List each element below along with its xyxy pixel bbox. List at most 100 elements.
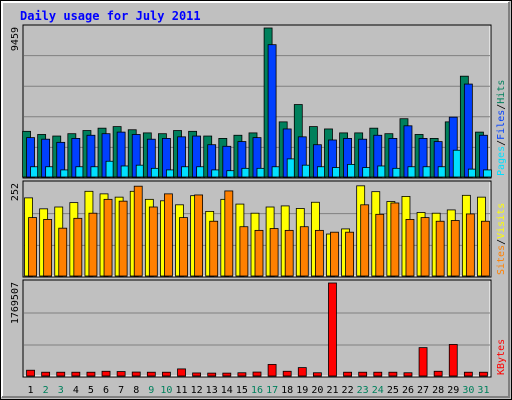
bar-kbytes-day-30 — [463, 371, 473, 377]
bar-kbytes-day-14 — [222, 372, 232, 377]
x-tick-label: 29 — [447, 385, 459, 396]
x-tick-label: 13 — [206, 385, 218, 396]
bar-kbytes-day-6 — [101, 370, 111, 377]
bar-sites-day-13 — [209, 220, 219, 277]
x-tick-label: 14 — [221, 385, 233, 396]
bar-kbytes-day-27 — [418, 347, 428, 377]
bar-sites-day-11 — [179, 217, 188, 277]
bar-files-day-17 — [267, 44, 277, 178]
bar-sites-day-7 — [118, 200, 128, 277]
bar-kbytes-day-2 — [41, 371, 51, 377]
bar-sites-day-24 — [375, 213, 385, 277]
bar-sites-day-21 — [330, 231, 339, 277]
bar-kbytes-day-25 — [388, 371, 398, 377]
bar-sites-day-27 — [420, 217, 430, 277]
bar-kbytes-day-16 — [252, 371, 262, 377]
bar-kbytes-day-7 — [116, 371, 126, 377]
bar-sites-day-10 — [164, 193, 173, 277]
x-tick-label: 7 — [118, 385, 124, 396]
bar-kbytes-day-21 — [328, 282, 337, 377]
x-tick-label: 20 — [311, 385, 323, 396]
bar-sites-day-23 — [360, 204, 370, 277]
series-label-visits: Sites/Visits — [496, 203, 507, 275]
bar-kbytes-day-15 — [237, 372, 247, 377]
x-tick-label: 24 — [372, 385, 384, 396]
bar-kbytes-day-19 — [297, 367, 307, 377]
series-label-pages: Pages — [496, 146, 507, 176]
series-label-separator: / — [496, 239, 507, 245]
bar-kbytes-day-1 — [26, 369, 35, 377]
x-tick-label: 3 — [58, 385, 64, 396]
x-axis-tick-labels: 1 2 3 4 5 6 7 8 9 10 11 12 13 14 15 16 17 18 19 20 21 22 23 24 2… — [28, 385, 490, 396]
series-label-hits: Pages/Files/Hits — [496, 80, 507, 176]
y-axis-labels: 9459 252 1769507 — [10, 27, 21, 324]
chart-bars — [22, 27, 492, 377]
series-label-visits: Visits — [496, 203, 507, 239]
bar-kbytes-day-29 — [448, 344, 458, 377]
bar-sites-day-18 — [284, 229, 294, 277]
bar-kbytes-day-20 — [312, 372, 322, 377]
bar-kbytes-day-24 — [373, 371, 383, 377]
x-tick-label: 27 — [417, 385, 429, 396]
bar-kbytes-day-23 — [358, 371, 368, 377]
bar-kbytes-day-10 — [162, 371, 171, 377]
bar-sites-day-5 — [88, 212, 98, 277]
bar-sites-day-6 — [103, 198, 113, 277]
bar-kbytes-day-5 — [86, 371, 96, 377]
x-tick-label: 10 — [160, 385, 172, 396]
x-tick-label: 23 — [357, 385, 369, 396]
bar-kbytes-day-4 — [71, 371, 81, 377]
bar-sites-day-22 — [345, 231, 354, 277]
x-tick-label: 9 — [148, 385, 154, 396]
x-tick-label: 1 — [28, 385, 34, 396]
bar-kbytes-day-9 — [146, 371, 156, 377]
bar-sites-day-9 — [148, 206, 158, 277]
x-tick-label: 12 — [191, 385, 203, 396]
x-tick-label: 8 — [133, 385, 139, 396]
x-tick-label: 25 — [387, 385, 399, 396]
bar-kbytes-day-31 — [479, 371, 488, 377]
bar-kbytes-day-28 — [433, 370, 443, 377]
bar-sites-day-8 — [133, 185, 143, 277]
series-label-kbytes: KBytes — [496, 339, 507, 375]
x-tick-label: 16 — [251, 385, 263, 396]
bar-kbytes-day-18 — [282, 370, 292, 377]
x-tick-label: 22 — [342, 385, 354, 396]
bar-kbytes-day-17 — [267, 364, 277, 377]
x-tick-label: 30 — [462, 385, 474, 396]
bar-sites-day-17 — [269, 228, 279, 277]
bar-sites-day-16 — [254, 229, 264, 277]
panel-kbytes — [22, 279, 492, 378]
bar-sites-day-19 — [299, 226, 309, 277]
x-tick-label: 17 — [266, 385, 278, 396]
bar-sites-day-25 — [390, 202, 400, 277]
bar-kbytes-day-12 — [192, 372, 202, 377]
bar-sites-day-12 — [194, 194, 204, 277]
bar-kbytes-day-26 — [403, 372, 413, 377]
series-label-hits: Hits — [496, 80, 507, 104]
series-label-separator: / — [496, 104, 507, 110]
bar-sites-day-31 — [481, 220, 490, 277]
x-tick-label: 18 — [281, 385, 293, 396]
bar-pages-day-31 — [483, 169, 492, 178]
bar-sites-day-20 — [314, 229, 324, 277]
x-tick-label: 5 — [88, 385, 94, 396]
series-label-kbytes: KBytes — [496, 339, 507, 375]
bar-sites-day-28 — [435, 220, 445, 277]
bar-kbytes-day-8 — [131, 371, 141, 377]
series-label-sites: Sites — [496, 245, 507, 275]
series-label-files: Files — [496, 110, 507, 140]
x-tick-label: 11 — [175, 385, 187, 396]
x-tick-label: 26 — [402, 385, 414, 396]
bar-sites-day-14 — [224, 190, 234, 277]
bar-sites-day-2 — [43, 219, 53, 277]
x-tick-label: 31 — [477, 385, 489, 396]
bar-sites-day-29 — [450, 220, 460, 277]
bar-sites-day-30 — [465, 213, 475, 277]
x-tick-label: 21 — [326, 385, 338, 396]
bar-sites-day-15 — [239, 226, 249, 277]
